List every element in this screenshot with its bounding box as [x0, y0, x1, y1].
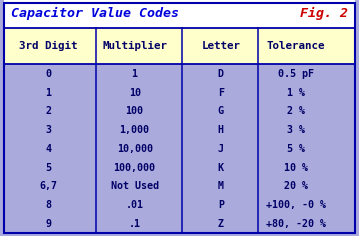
Text: 1 %: 1 %	[287, 88, 305, 97]
Text: 5: 5	[46, 163, 51, 173]
Text: 1: 1	[132, 69, 137, 79]
Text: M: M	[218, 181, 224, 191]
Text: 9: 9	[46, 219, 51, 229]
Text: 2: 2	[46, 106, 51, 116]
Text: 2 %: 2 %	[287, 106, 305, 116]
Text: 1: 1	[46, 88, 51, 97]
Text: Z: Z	[218, 219, 224, 229]
Text: 10 %: 10 %	[284, 163, 308, 173]
Text: 3: 3	[46, 125, 51, 135]
Text: 100: 100	[126, 106, 144, 116]
Text: K: K	[218, 163, 224, 173]
Text: J: J	[218, 144, 224, 154]
Text: 6,7: 6,7	[39, 181, 57, 191]
Text: Not Used: Not Used	[111, 181, 159, 191]
Text: D: D	[218, 69, 224, 79]
Text: 20 %: 20 %	[284, 181, 308, 191]
Text: G: G	[218, 106, 224, 116]
Text: 1,000: 1,000	[120, 125, 150, 135]
Text: 5 %: 5 %	[287, 144, 305, 154]
Text: Letter: Letter	[201, 41, 240, 51]
FancyBboxPatch shape	[4, 28, 355, 64]
Text: +80, -20 %: +80, -20 %	[266, 219, 326, 229]
Text: .01: .01	[126, 200, 144, 210]
Text: 8: 8	[46, 200, 51, 210]
Text: Fig. 2: Fig. 2	[300, 7, 348, 21]
Text: +100, -0 %: +100, -0 %	[266, 200, 326, 210]
Text: 0.5 pF: 0.5 pF	[278, 69, 314, 79]
Text: F: F	[218, 88, 224, 97]
Text: 10: 10	[129, 88, 141, 97]
Text: Multiplier: Multiplier	[102, 41, 167, 51]
Text: Capacitor Value Codes: Capacitor Value Codes	[11, 7, 179, 21]
Text: 4: 4	[46, 144, 51, 154]
Text: 100,000: 100,000	[114, 163, 155, 173]
Text: H: H	[218, 125, 224, 135]
Text: .1: .1	[129, 219, 141, 229]
Text: P: P	[218, 200, 224, 210]
FancyBboxPatch shape	[4, 0, 355, 28]
Text: 0: 0	[46, 69, 51, 79]
Text: 3rd Digit: 3rd Digit	[19, 41, 78, 51]
Text: 10,000: 10,000	[117, 144, 153, 154]
Text: Tolerance: Tolerance	[267, 41, 325, 51]
Text: 3 %: 3 %	[287, 125, 305, 135]
